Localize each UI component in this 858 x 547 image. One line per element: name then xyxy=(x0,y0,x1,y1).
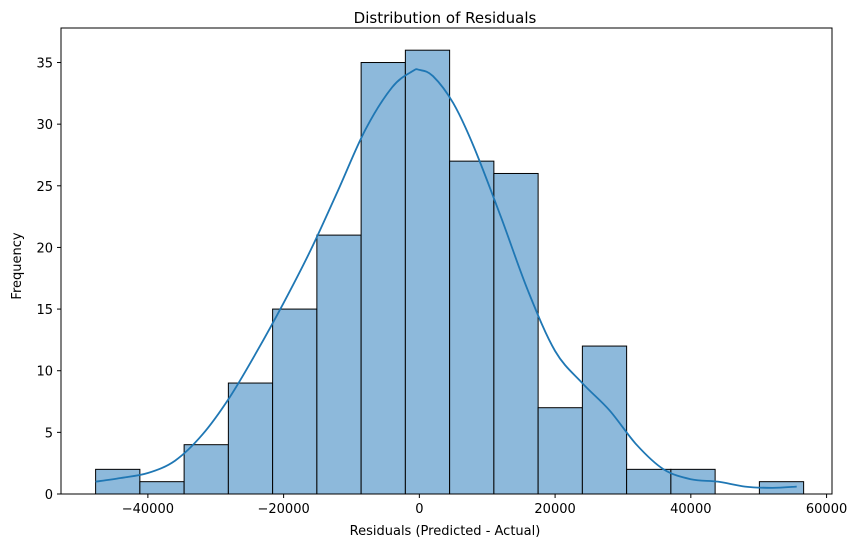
histogram-bar xyxy=(227,382,274,495)
x-axis-label: Residuals (Predicted - Actual) xyxy=(350,524,541,539)
y-tick-label: 35 xyxy=(36,57,53,72)
histogram-bar xyxy=(449,160,495,495)
y-tick-label: 20 xyxy=(36,241,53,256)
histogram-bar xyxy=(626,468,672,495)
x-tick-label: 40000 xyxy=(670,502,711,517)
y-tick-label: 5 xyxy=(45,426,53,441)
y-axis-label: Frequency xyxy=(10,232,25,299)
y-tick-label: 15 xyxy=(36,303,53,318)
x-tick-label: 20000 xyxy=(534,502,575,517)
x-tick-label: −20000 xyxy=(257,502,309,517)
kde-curve xyxy=(95,68,797,489)
histogram-bar xyxy=(95,468,141,495)
x-axis-ticks: −40000 −20000 0 20000 40000 60000 xyxy=(122,494,847,517)
plot-frame xyxy=(60,27,833,495)
x-tick-label: 0 xyxy=(415,502,423,517)
histogram-bar xyxy=(316,234,362,495)
histogram-bar xyxy=(404,49,451,495)
x-tick-label: 60000 xyxy=(806,502,847,517)
histogram-bar xyxy=(581,345,628,495)
histogram-bar xyxy=(139,481,185,495)
y-tick-label: 25 xyxy=(36,180,53,195)
bars-group xyxy=(95,49,805,495)
y-tick-label: 30 xyxy=(36,118,53,133)
y-tick-label: 0 xyxy=(45,488,53,503)
y-axis-ticks: 0 5 10 15 20 25 30 35 xyxy=(36,57,61,503)
x-tick-label: −40000 xyxy=(122,502,174,517)
histogram-bar xyxy=(272,308,318,495)
histogram-bar xyxy=(537,407,583,495)
histogram-bar xyxy=(360,62,406,495)
histogram-bar xyxy=(493,172,539,495)
histogram-bar xyxy=(183,444,229,495)
chart-title: Distribution of Residuals xyxy=(354,9,537,27)
y-tick-label: 10 xyxy=(36,365,53,380)
